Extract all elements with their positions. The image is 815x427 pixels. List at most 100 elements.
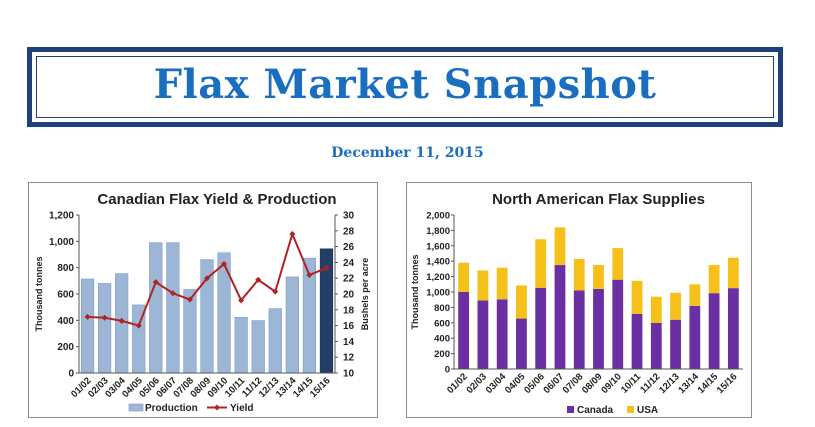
right-tick-label: 10 — [343, 369, 355, 380]
usa-bar — [670, 292, 681, 320]
canada-bar — [612, 279, 624, 369]
usa-bar — [708, 265, 720, 294]
yield-point — [238, 297, 245, 304]
yield-production-chart: Canadian Flax Yield & Production 0 200 400 6… — [34, 191, 370, 414]
x-tick-label: 15/16 — [715, 371, 740, 396]
canada-bar — [535, 287, 547, 369]
chart-title: Canadian Flax Yield & Production — [97, 191, 336, 208]
right-tick-label: 22 — [343, 274, 355, 285]
legend-production-swatch — [128, 403, 144, 412]
y-tick-label: 1,800 — [426, 226, 450, 237]
production-bar — [217, 252, 231, 374]
y-tick-label: 1,400 — [426, 257, 450, 268]
yield-point — [204, 275, 210, 282]
canada-bar — [458, 292, 470, 369]
canada-bar — [708, 293, 720, 369]
right-tick-label: 30 — [343, 211, 355, 222]
left-axis-label: Thousand tonnes — [34, 257, 44, 332]
left-tick-label: 400 — [57, 316, 74, 327]
yield-point — [152, 279, 159, 286]
production-bar — [166, 242, 180, 374]
usa-bar — [458, 262, 470, 292]
legend-canada-swatch — [567, 406, 574, 413]
right-tick-label: 12 — [343, 353, 355, 364]
left-tick-label: 0 — [68, 369, 74, 380]
yield-point — [221, 260, 228, 267]
yield-point — [306, 272, 313, 279]
x-tick-label: 08/09 — [580, 371, 605, 396]
supplies-chart: North American Flax Supplies 0 200 400 600 80… — [410, 191, 743, 416]
usa-bar — [516, 285, 527, 319]
usa-bar — [573, 258, 585, 291]
usa-bar — [535, 239, 547, 288]
left-tick-label: 1,200 — [49, 211, 74, 222]
yield-point — [272, 288, 279, 295]
x-tick-label: 04/05 — [503, 371, 528, 396]
right-tick-label: 14 — [343, 337, 355, 348]
yield-point — [289, 230, 296, 237]
right-tick-label: 24 — [343, 258, 355, 269]
x-tick-label: 03/04 — [484, 371, 509, 396]
title-banner: Flax Market Snapshot — [27, 47, 783, 127]
legend-usa-label: USA — [637, 405, 658, 416]
y-axis-label: Thousand tonnes — [410, 255, 420, 330]
x-tick-label: 13/14 — [676, 371, 701, 396]
canada-bar — [554, 265, 566, 369]
right-tick-label: 16 — [343, 321, 355, 332]
y-tick-label: 600 — [434, 318, 450, 329]
usa-bar — [496, 267, 508, 300]
usa-bar — [477, 270, 489, 301]
x-tick-label: 14/15 — [696, 371, 721, 396]
supplies-chart-panel: North American Flax Supplies 0 200 400 600 80… — [406, 182, 752, 418]
right-tick-label: 28 — [343, 226, 355, 237]
canada-bar — [727, 288, 739, 369]
production-bar — [97, 283, 112, 374]
y-tick-label: 1,200 — [426, 272, 450, 283]
production-bar — [149, 242, 163, 374]
y-tick-label: 800 — [434, 303, 450, 314]
x-tick-label: 12/13 — [657, 371, 682, 396]
usa-bar — [650, 296, 662, 323]
usa-bar — [593, 265, 604, 289]
usa-bar — [631, 280, 643, 314]
yield-point — [186, 296, 193, 303]
yield-point — [84, 313, 91, 320]
x-tick-label: 05/06 — [522, 371, 547, 396]
legend-yield-marker — [214, 404, 220, 411]
yield-production-chart-panel: Canadian Flax Yield & Production 0 200 400 6… — [28, 182, 378, 418]
right-tick-label: 20 — [343, 290, 355, 301]
canada-bar — [516, 318, 527, 369]
yield-point — [118, 317, 125, 324]
yield-point — [101, 314, 108, 321]
canada-bar — [477, 300, 489, 369]
y-tick-label: 200 — [434, 349, 450, 360]
y-tick-label: 2,000 — [426, 211, 450, 222]
x-tick-label: 09/10 — [599, 371, 624, 396]
y-tick-label: 400 — [434, 334, 450, 345]
left-tick-label: 800 — [57, 263, 74, 274]
usa-bar — [727, 257, 739, 289]
canada-bar — [593, 288, 604, 369]
production-bar — [234, 317, 248, 374]
x-tick-label: 07/08 — [561, 371, 586, 396]
production-bar — [251, 320, 265, 374]
right-tick-label: 26 — [343, 242, 355, 253]
report-date: December 11, 2015 — [331, 145, 484, 161]
canada-bar — [689, 305, 701, 369]
legend-usa-swatch — [627, 406, 634, 413]
legend-canada-label: Canada — [577, 405, 614, 416]
y-tick-label: 1,000 — [426, 288, 450, 299]
yield-point — [135, 322, 142, 329]
usa-bar — [554, 227, 566, 266]
canada-bar — [631, 313, 643, 369]
x-tick-label: 15/16 — [308, 375, 333, 400]
right-axis-label: Bushels per acre — [360, 258, 370, 331]
production-bar — [268, 308, 282, 374]
left-tick-label: 1,000 — [49, 237, 74, 248]
canada-bar — [650, 322, 662, 369]
chart-title: North American Flax Supplies — [492, 191, 705, 208]
canada-bar — [496, 299, 508, 369]
yield-point — [323, 264, 330, 271]
left-tick-label: 600 — [57, 290, 74, 301]
yield-point — [169, 290, 176, 297]
